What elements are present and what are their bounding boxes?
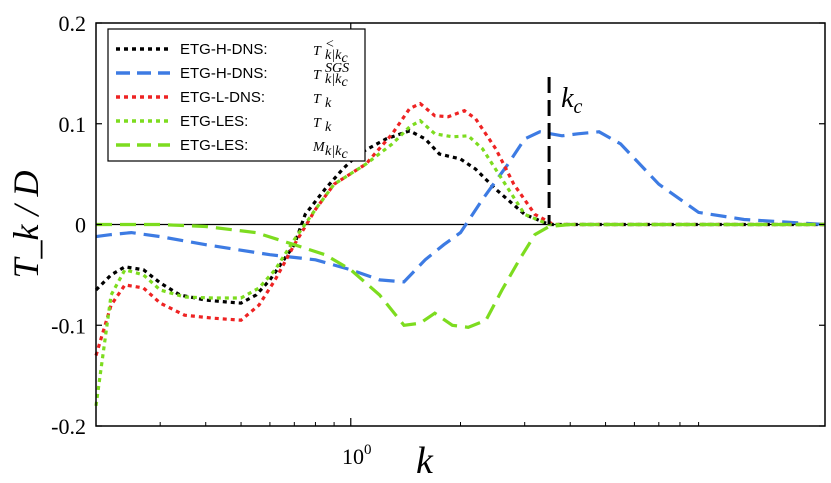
legend-math-3: T [313,92,322,107]
kc-marker: kc [547,77,583,225]
legend-label-3: ETG-L-DNS: [180,89,265,106]
x-tick-label: 100 [342,442,372,469]
legend-sub-1: k|k [325,48,342,63]
series-line-5 [96,222,825,329]
legend-math-4: T [313,116,322,131]
legend-sub-2: k|k [325,72,342,87]
x-tick-exponent: 0 [364,442,372,458]
legend-sup-2: SGS [325,61,349,76]
series-layer [94,101,826,407]
legend-math-1: T [313,44,322,59]
legend-sub-4: k [325,120,332,135]
legend-sub-5: k|k [325,144,342,159]
x-tick-layer: 100 [95,23,826,469]
legend-label-4: ETG-LES: [180,113,248,130]
legend-subsub-5: c [342,147,349,162]
y-tick-label: 0 [75,213,86,238]
x-tick-base: 10 [342,444,364,469]
legend-subsub-2: c [342,75,349,90]
y-tick-label: 0.1 [59,112,87,137]
y-tick-label: 0.2 [59,11,87,36]
kc-label-main: k [561,83,574,114]
series-line-4 [94,118,825,407]
y-tick-label: -0.2 [51,414,86,439]
y-tick-label: -0.1 [51,313,86,338]
legend-label-5: ETG-LES: [180,137,248,154]
y-tick-layer: 0.2 0.1 0 -0.1 -0.2 [51,11,825,439]
kc-label-sub: c [574,96,583,118]
series-line-1 [94,129,825,305]
y-axis-label: T_k / D [6,170,46,278]
kc-label: kc [561,83,582,118]
legend-subsub-1: c [342,51,349,66]
legend-label-1: ETG-H-DNS: [180,41,268,58]
legend-sup-1: < [325,37,334,52]
legend-sub-3: k [325,96,332,111]
y-axis-label-text: T_k / D [6,170,46,278]
legend-label-2: ETG-H-DNS: [180,65,268,82]
x-axis-label: k [416,440,434,482]
legend-math-5: M [312,140,326,155]
legend-math-2: T [313,68,322,83]
series-line-2 [95,130,826,284]
legend-box [107,28,366,162]
